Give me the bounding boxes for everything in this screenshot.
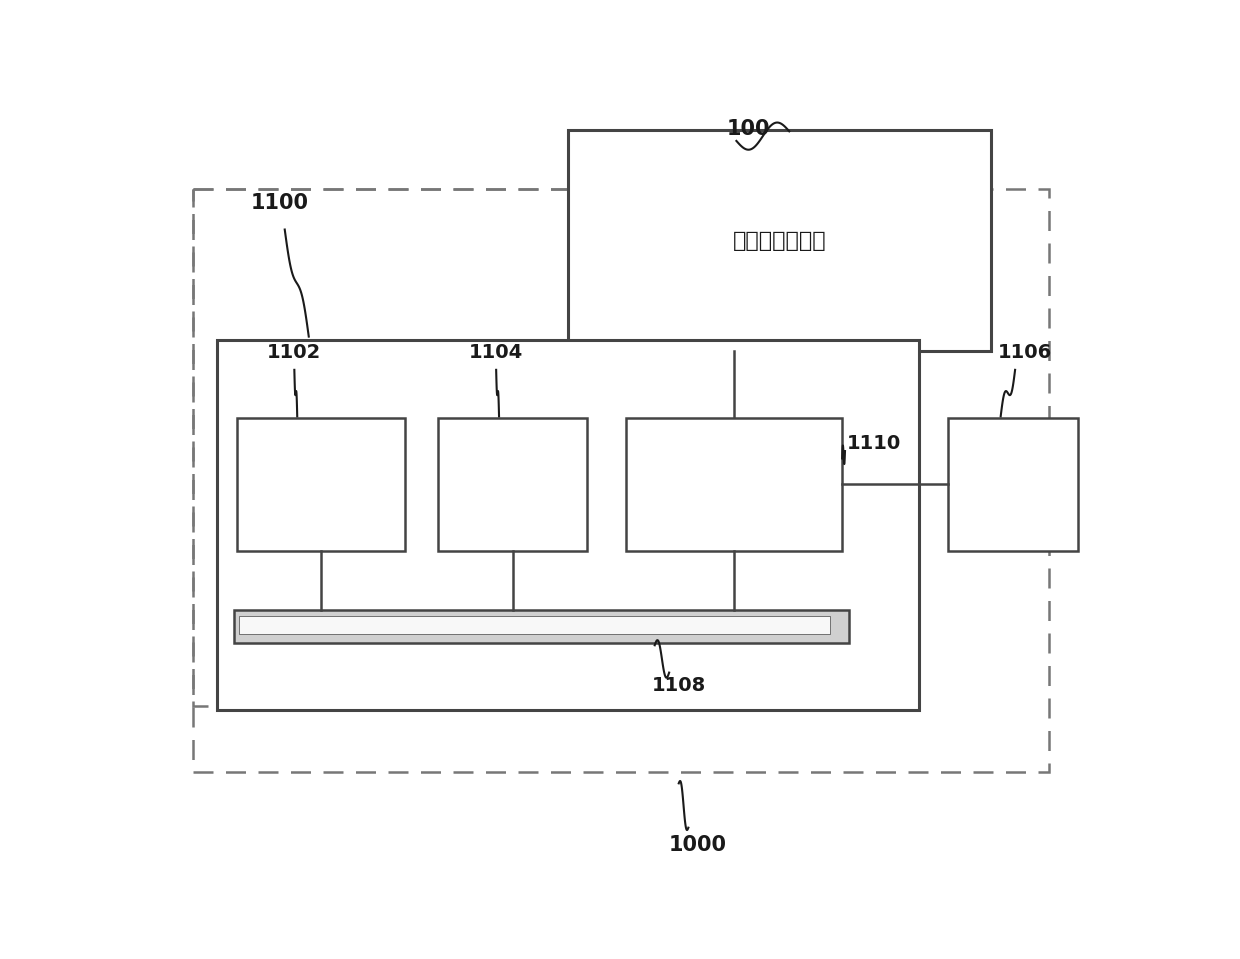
Bar [217, 340, 919, 710]
Bar [193, 189, 722, 706]
Bar [439, 418, 588, 550]
Bar [238, 616, 830, 634]
Text: 1102: 1102 [268, 343, 321, 363]
Text: 1104: 1104 [469, 343, 523, 363]
Bar [947, 418, 1078, 550]
Text: 数据传输接口: 数据传输接口 [702, 476, 766, 493]
Text: RAM: RAM [491, 475, 534, 494]
Bar [193, 189, 1049, 772]
Text: 1106: 1106 [997, 343, 1052, 363]
Text: 1110: 1110 [847, 434, 901, 454]
Bar [234, 610, 849, 643]
Bar [626, 418, 842, 550]
Text: 微处理器: 微处理器 [298, 475, 345, 494]
Text: 100: 100 [727, 119, 770, 139]
Text: 1108: 1108 [652, 676, 706, 695]
Text: 1000: 1000 [668, 835, 727, 855]
Text: 1100: 1100 [250, 193, 309, 213]
Text: I/O 装置: I/O 装置 [986, 476, 1039, 493]
Text: 存储器储存装置: 存储器储存装置 [733, 230, 827, 250]
Bar [568, 129, 991, 351]
Bar [237, 418, 404, 550]
